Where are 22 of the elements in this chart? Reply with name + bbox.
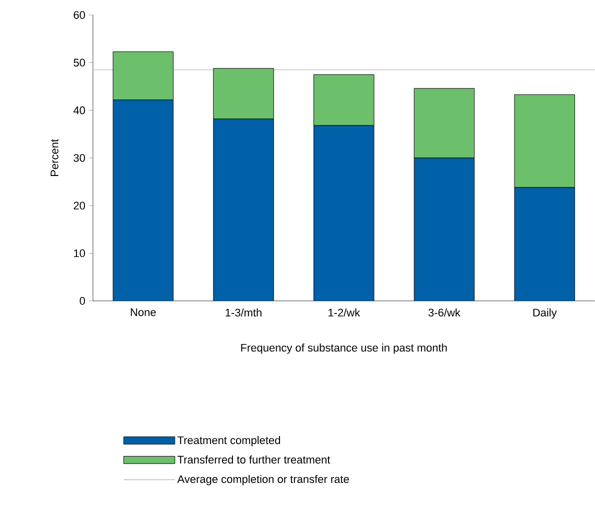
x-tick-label: None	[130, 308, 156, 316]
legend-label: Treatment completed	[178, 436, 280, 446]
y-tick-label: 50	[74, 58, 85, 67]
y-axis-title: Percent	[50, 139, 58, 176]
bar	[314, 126, 374, 301]
y-tick-label: 60	[74, 11, 85, 19]
bar	[414, 158, 474, 301]
x-tick-label: Daily	[533, 308, 557, 319]
bar	[113, 100, 174, 301]
y-tick-label: 0	[80, 297, 85, 305]
y-tick-label: 20	[74, 202, 85, 210]
bar	[514, 187, 575, 301]
y-tick-label: 40	[73, 106, 85, 114]
x-tick-label: 1-3/mth	[226, 308, 262, 317]
x-axis-title: Frequency of substance use in past month	[241, 344, 447, 354]
x-tick-label: 1-2/wk	[328, 308, 360, 317]
bar	[213, 118, 274, 301]
legend-label: Average completion or transfer rate	[177, 475, 349, 486]
x-tick-label: 3-6/wk	[428, 308, 460, 317]
y-tick-label: 30	[74, 154, 85, 162]
y-tick-label: 10	[74, 249, 85, 258]
legend-label: Transferred to further treatment	[178, 456, 330, 464]
